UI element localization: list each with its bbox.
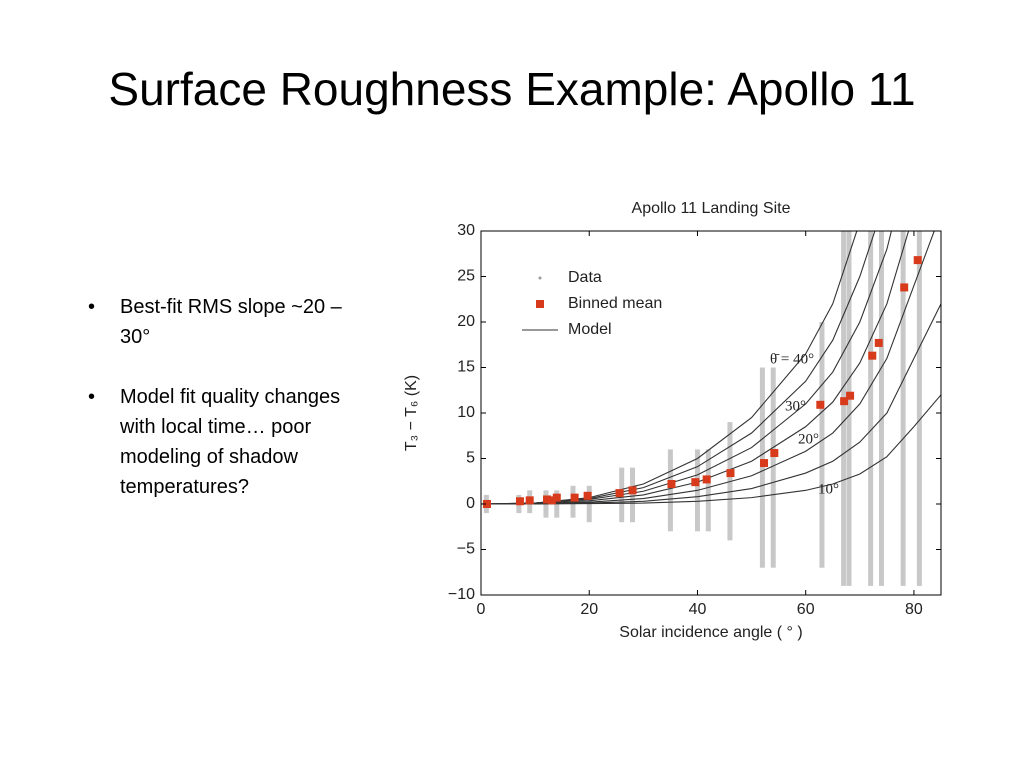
x-tick-label: 20 xyxy=(580,601,598,618)
data-spread xyxy=(819,322,825,568)
binned-mean xyxy=(482,500,491,508)
x-tick-label: 40 xyxy=(689,601,707,618)
binned-mean xyxy=(726,469,735,478)
model-curve xyxy=(481,231,858,505)
binned-mean xyxy=(691,478,700,487)
y-tick-label: −5 xyxy=(457,541,475,558)
binned-mean xyxy=(840,397,849,406)
curve-annotation: θ̄ = 40° xyxy=(770,351,814,367)
binned-mean xyxy=(628,486,637,495)
binned-mean xyxy=(515,497,524,506)
chart-title: Apollo 11 Landing Site xyxy=(632,200,791,217)
data-spread xyxy=(878,231,884,586)
curve-annotation: 30° xyxy=(785,398,806,414)
binned-mean xyxy=(615,489,624,498)
data-spread xyxy=(705,449,711,532)
y-tick-label: 15 xyxy=(457,359,475,376)
model-curve xyxy=(481,231,910,505)
legend-label: Data xyxy=(568,269,602,286)
binned-mean xyxy=(547,496,556,505)
curve-annotation: 10° xyxy=(818,481,839,497)
y-tick-label: 10 xyxy=(457,404,475,421)
binned-mean xyxy=(900,283,909,292)
model-curve xyxy=(481,231,935,505)
binned-mean xyxy=(874,338,883,347)
y-tick-label: 20 xyxy=(457,313,475,330)
legend-label: Model xyxy=(568,321,612,338)
binned-mean xyxy=(913,256,922,265)
x-tick-label: 80 xyxy=(905,601,923,618)
data-spread xyxy=(916,231,922,586)
data-spread xyxy=(841,231,847,586)
binned-mean xyxy=(583,491,592,500)
x-tick-label: 0 xyxy=(477,601,486,618)
plot-area xyxy=(481,231,941,586)
bullet-list: Best-fit RMS slope ~20 – 30° Model fit q… xyxy=(82,292,352,532)
x-tick-label: 60 xyxy=(797,601,815,618)
y-tick-label: 0 xyxy=(466,495,475,512)
slide-title: Surface Roughness Example: Apollo 11 xyxy=(108,63,916,115)
legend-label: Binned mean xyxy=(568,295,662,312)
binned-mean xyxy=(552,493,561,502)
binned-mean xyxy=(760,459,769,468)
binned-mean xyxy=(543,495,552,504)
data-spread xyxy=(630,467,636,523)
y-tick-label: −10 xyxy=(448,586,475,603)
data-spread xyxy=(846,231,852,586)
binned-mean xyxy=(667,479,676,488)
curve-annotation: 20° xyxy=(798,431,819,447)
binned-mean xyxy=(570,493,579,502)
y-axis-label: T₃ − T₆ (K) xyxy=(403,375,420,451)
y-tick-label: 5 xyxy=(466,450,475,467)
x-axis-label: Solar incidence angle ( ° ) xyxy=(619,624,802,641)
data-spread xyxy=(770,367,776,568)
data-spread xyxy=(868,231,874,586)
data-spread xyxy=(759,367,765,568)
binned-mean xyxy=(525,496,534,505)
data-spread xyxy=(667,449,673,532)
model-curve xyxy=(481,394,941,505)
bullet: Best-fit RMS slope ~20 – 30° xyxy=(82,292,352,352)
bullet: Model fit quality changes with local tim… xyxy=(82,382,352,502)
binned-mean xyxy=(816,400,825,409)
binned-mean xyxy=(770,449,779,458)
model-curve xyxy=(481,231,876,505)
binned-mean xyxy=(868,351,877,360)
binned-mean xyxy=(702,475,711,484)
legend-swatch xyxy=(536,300,544,308)
y-tick-label: 25 xyxy=(457,268,475,285)
y-tick-label: 30 xyxy=(457,222,475,239)
binned-mean xyxy=(846,391,855,400)
legend-swatch xyxy=(538,276,542,280)
data-spread xyxy=(900,231,906,586)
